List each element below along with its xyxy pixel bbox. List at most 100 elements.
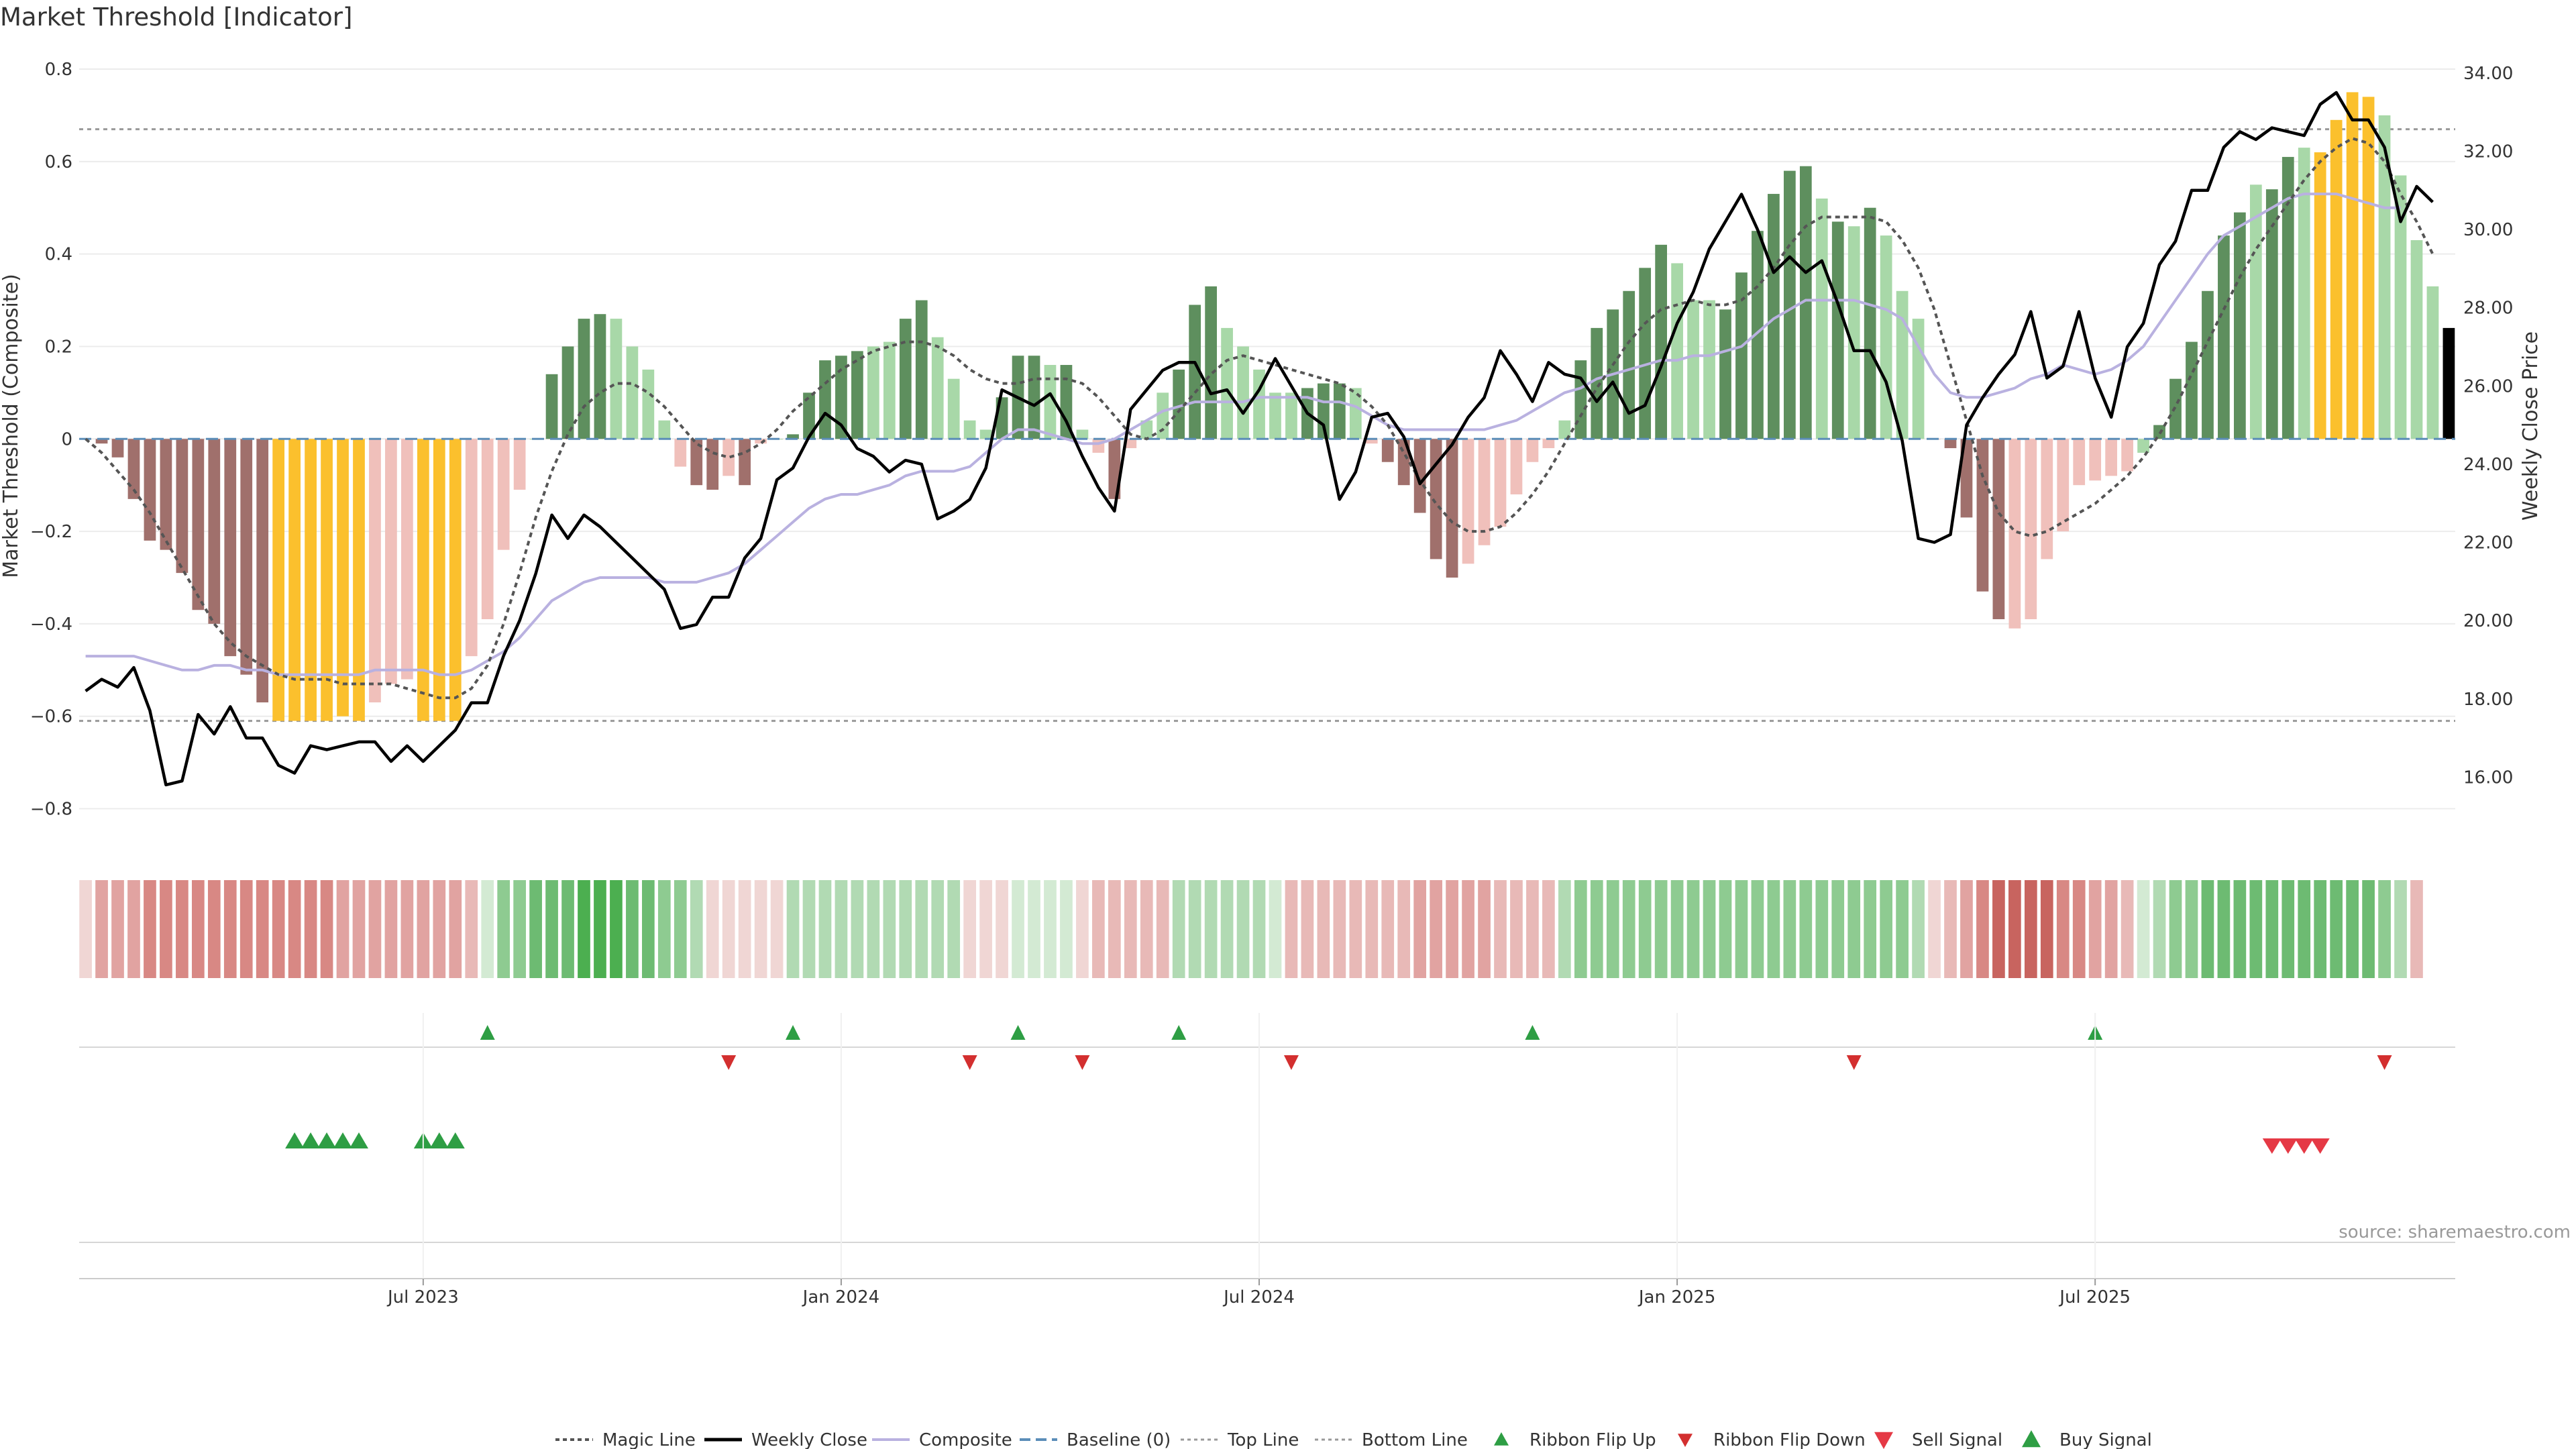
ribbon-segment <box>947 880 961 978</box>
composite-bar <box>1976 439 1989 592</box>
ribbon-segment <box>1622 880 1635 978</box>
composite-bar <box>240 439 253 675</box>
sell-signal-marker <box>2262 1138 2282 1154</box>
ribbon-flip-up-marker <box>1525 1025 1540 1040</box>
ribbon-segment <box>835 880 848 978</box>
ribbon-segment <box>2104 880 2118 978</box>
composite-bar <box>1124 439 1137 449</box>
ribbon-segment <box>1028 880 1040 978</box>
ribbon-segment <box>1172 880 1185 978</box>
composite-bar <box>1044 365 1057 439</box>
ribbon-segment <box>176 880 189 978</box>
composite-bar <box>481 439 494 620</box>
ribbon-flip-down-marker <box>2377 1055 2392 1070</box>
ribbon-segment <box>1220 880 1234 978</box>
ribbon-segment <box>1880 880 1892 978</box>
composite-bar <box>1591 327 1603 439</box>
legend-label: Sell Signal <box>1912 1430 2002 1449</box>
ribbon-segment <box>1654 880 1668 978</box>
ribbon-segment <box>915 880 928 978</box>
ribbon-segment <box>1462 880 1474 978</box>
composite-bar <box>626 346 639 439</box>
composite-bar <box>1960 439 1973 518</box>
composite-bar <box>1896 290 1909 439</box>
composite-bar <box>513 439 526 490</box>
ribbon-segment <box>320 880 333 978</box>
composite-bar <box>787 434 799 439</box>
ribbon-segment <box>1269 880 1282 978</box>
composite-bar <box>1157 392 1169 439</box>
composite-bar <box>1397 439 1410 486</box>
ribbon-segment <box>144 880 156 978</box>
composite-bar <box>2186 341 2198 439</box>
composite-bar <box>417 439 429 721</box>
composite-bar <box>144 439 156 541</box>
legend-label: Top Line <box>1227 1430 1299 1449</box>
buy-signal-marker <box>301 1132 321 1148</box>
ribbon-segment <box>979 880 992 978</box>
ribbon-segment <box>578 880 590 978</box>
legend: Magic Line Weekly Close Composite Baseline … <box>555 1430 2152 1449</box>
ribbon-segment <box>1864 880 1877 978</box>
legend-swatch <box>2022 1430 2041 1448</box>
ribbon-segment <box>2024 880 2037 978</box>
ribbon-segment <box>1252 880 1266 978</box>
right-tick-label: 32.00 <box>2463 142 2513 162</box>
composite-bar <box>1992 439 2005 620</box>
composite-bar <box>739 439 751 486</box>
right-tick-label: 18.00 <box>2463 690 2513 710</box>
legend-swatch <box>1678 1434 1693 1447</box>
ribbon-segment <box>304 880 317 978</box>
ribbon-segment <box>1944 880 1957 978</box>
ribbon-segment <box>2265 880 2279 978</box>
composite-bar <box>2137 439 2149 453</box>
composite-bar <box>1028 356 1040 439</box>
ribbon-segment <box>706 880 719 978</box>
ribbon-segment <box>368 880 382 978</box>
composite-bar <box>578 319 590 439</box>
ribbon-segment <box>1783 880 1796 978</box>
left-tick-label: 0 <box>61 429 72 449</box>
legend-label: Buy Signal <box>2059 1430 2152 1449</box>
right-tick-label: 16.00 <box>2463 767 2513 788</box>
ribbon-segment <box>400 880 414 978</box>
composite-bar <box>385 439 397 684</box>
composite-bar <box>1365 439 1378 444</box>
ribbon-segment <box>2185 880 2198 978</box>
composite-bar <box>1446 439 1458 578</box>
composite-line <box>85 193 2401 676</box>
composite-bar <box>1912 319 1925 439</box>
composite-bar <box>1639 268 1652 439</box>
composite-bar <box>1076 429 1089 439</box>
composite-bar <box>722 439 735 476</box>
composite-bar <box>160 439 172 550</box>
composite-bar <box>899 319 912 439</box>
composite-bar <box>1880 235 1892 439</box>
ribbon-panel <box>79 880 2423 978</box>
composite-bar <box>835 356 847 439</box>
composite-bar <box>947 378 960 439</box>
composite-bar <box>1655 244 1668 439</box>
ribbon-segment <box>1574 880 1587 978</box>
ribbon-segment <box>2217 880 2231 978</box>
ribbon-segment <box>2314 880 2327 978</box>
composite-bar <box>1864 207 1876 439</box>
buy-signal-marker <box>445 1132 465 1148</box>
chart-title: Market Threshold [Indicator] <box>0 3 352 32</box>
ribbon-segment <box>610 880 623 978</box>
composite-bar <box>433 439 445 721</box>
buy-signal-marker <box>429 1132 449 1148</box>
ribbon-segment <box>1670 880 1684 978</box>
composite-bar <box>851 351 863 439</box>
ribbon-segment <box>207 880 221 978</box>
ribbon-flip-down-marker <box>721 1055 737 1070</box>
ribbon-segment <box>1140 880 1153 978</box>
buy-signal-marker <box>317 1132 337 1148</box>
composite-bar <box>288 439 301 721</box>
ribbon-segment <box>1558 880 1571 978</box>
composite-bar <box>111 439 124 458</box>
ribbon-segment <box>1060 880 1073 978</box>
composite-bar <box>127 439 140 499</box>
composite-bar <box>497 439 510 550</box>
composite-bar <box>1478 439 1491 545</box>
